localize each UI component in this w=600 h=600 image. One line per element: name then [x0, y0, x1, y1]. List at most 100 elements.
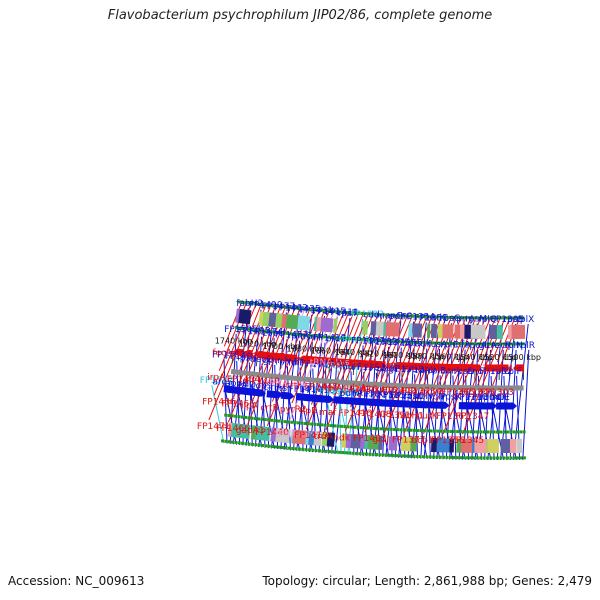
scale-dot — [378, 339, 382, 343]
leader-line — [410, 322, 427, 459]
reverse-gene-label: FP1391 — [378, 411, 412, 421]
leader-line — [309, 315, 325, 453]
scale-dot — [286, 420, 290, 424]
scale-dot — [388, 313, 392, 317]
scale-dot — [485, 456, 489, 460]
scale-dot — [505, 316, 509, 320]
scale-dot — [376, 312, 380, 316]
reverse-gene-label: FP1466 — [216, 424, 250, 434]
forward-gene-label: FP1491 — [225, 352, 259, 362]
scale-dot — [489, 456, 493, 460]
feature-block-outer — [509, 438, 516, 453]
scale-dot — [467, 316, 471, 320]
scale-dot — [452, 430, 456, 434]
scale-dot — [291, 446, 295, 450]
leader-line — [487, 323, 504, 461]
scale-dot — [451, 315, 455, 319]
scale-dot — [428, 455, 432, 459]
leader-line — [522, 349, 530, 460]
leader-line — [372, 320, 389, 457]
reverse-gene-label: maf — [319, 408, 337, 418]
leader-line — [423, 322, 440, 459]
forward-gene-label: rpsL — [403, 392, 422, 402]
feature-block-outer — [238, 423, 251, 440]
scale-dot — [495, 456, 499, 460]
feature-block-inner — [511, 324, 526, 339]
leader-line — [321, 316, 338, 454]
scale-dot — [442, 315, 446, 319]
forward-gene-label: bsaA — [300, 333, 323, 343]
reverse-gene-label: FP1303 — [480, 388, 514, 398]
forward-gene-label: rplQ — [478, 315, 497, 325]
leader-line — [364, 314, 414, 433]
feature-block-outer — [436, 438, 451, 453]
scale-dot — [459, 456, 463, 460]
scale-dot — [310, 308, 314, 312]
scale-dot — [277, 419, 281, 423]
scale-dot — [356, 425, 360, 429]
reverse-gene-label: pyrR2 — [280, 405, 307, 415]
scale-dot — [389, 427, 393, 431]
scale-dot — [390, 339, 394, 343]
reverse-gene-arrow — [233, 348, 245, 357]
scale-dot — [310, 422, 314, 426]
scale-dot — [322, 309, 326, 313]
leader-line — [211, 384, 225, 444]
forward-gene-label: FP1503 — [212, 351, 246, 361]
scale-dot — [244, 415, 248, 419]
scale-dot — [294, 447, 298, 451]
scale-dot — [336, 424, 340, 428]
scale-dot — [522, 430, 526, 434]
scale-dot — [509, 430, 513, 434]
leader-line — [500, 323, 516, 461]
forward-gene-label: FP1522 — [200, 376, 234, 386]
leader-line — [301, 308, 321, 355]
forward-gene-label: apbE — [225, 379, 248, 389]
scale-dot — [234, 440, 238, 444]
scale-dot — [451, 341, 455, 345]
scale-dot — [366, 426, 370, 430]
ruler-label: 1540 kbp — [455, 353, 493, 362]
leader-line — [438, 315, 458, 362]
reverse-gene-arrow — [470, 364, 480, 372]
reverse-gene-label: FP1361 — [436, 412, 470, 422]
scale-dot — [280, 419, 284, 423]
scale-dot — [313, 422, 317, 426]
feature-block-inner — [442, 324, 454, 339]
scale-dot — [260, 329, 264, 333]
scale-dot — [373, 426, 377, 430]
scale-dot — [371, 338, 375, 342]
scale-dot — [346, 425, 350, 429]
feature-block-inner — [496, 325, 503, 339]
scale-dot — [319, 308, 323, 312]
backbone-arc — [230, 368, 524, 391]
forward-gene-label: rpsE — [504, 315, 524, 325]
scale-dot — [355, 337, 359, 341]
forward-gene-label: FP1431 — [300, 306, 334, 316]
scale-dot — [238, 300, 242, 304]
scale-dot — [323, 335, 327, 339]
scale-dot — [257, 328, 261, 332]
reverse-gene-label: FP1346 — [461, 388, 495, 398]
forward-gene-label: FP1375 — [377, 338, 411, 348]
reverse-gene-label: tlpA_kdsC — [329, 359, 373, 369]
reverse-gene-label: FP1486 — [202, 397, 236, 407]
forward-gene-label: gltA — [479, 341, 498, 351]
scale-dot — [379, 427, 383, 431]
scale-dot — [273, 419, 277, 423]
scale-dot — [269, 330, 273, 334]
forward-gene-label: FP1304 — [467, 393, 501, 403]
scale-dot — [304, 448, 308, 452]
leader-line — [262, 304, 282, 351]
scale-dot — [317, 449, 321, 453]
scale-dot — [374, 338, 378, 342]
scale-dot — [486, 342, 490, 346]
genome-summary: Topology: circular; Length: 2,861,988 bp… — [262, 574, 592, 588]
reverse-gene-arrow — [499, 364, 509, 372]
scale-dot — [336, 336, 340, 340]
scale-dot — [515, 342, 519, 346]
forward-gene-label: rpmB — [275, 357, 299, 367]
scale-dot — [326, 309, 330, 313]
scale-dot — [452, 456, 456, 460]
scale-dot — [247, 327, 251, 331]
